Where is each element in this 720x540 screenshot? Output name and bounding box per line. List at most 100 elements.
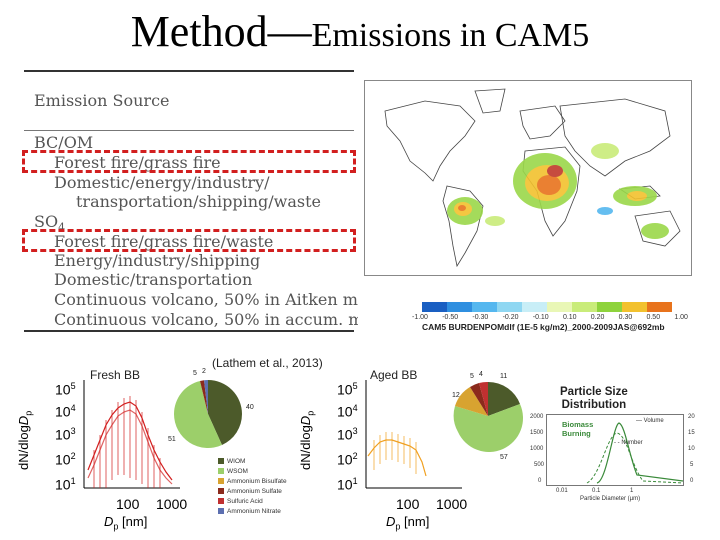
colorbar-tick: 0.30 (618, 314, 633, 321)
psd-left-tick: 1000 (530, 446, 544, 452)
aged-pie-label: 57 (500, 454, 508, 461)
colorbar-swatch (572, 302, 597, 312)
legend-item: Ammonium Sulfate (218, 486, 287, 496)
aged-pie-label: 12 (452, 392, 460, 399)
colorbar-swatch (472, 302, 497, 312)
aged-error-bars (373, 432, 417, 474)
psd-left-tick: 0 (538, 478, 542, 484)
legend-item: Ammonium Bisulfate (218, 476, 287, 486)
highlight-box-so4-fire-right (353, 229, 356, 252)
fresh-error-bars (93, 396, 161, 488)
colorbar-tick: -1.00 (412, 314, 428, 321)
colorbar-ticks: -1.00 -0.50 -0.30 -0.20 -0.10 0.10 0.20 … (412, 314, 688, 321)
aged-pie-label: 5 (470, 373, 474, 380)
table-top-rule (24, 70, 354, 72)
aged-ytick-5: 105 (337, 381, 358, 398)
pie-slice-bisulfate (455, 387, 488, 416)
legend-item: Sulfuric Acid (218, 496, 287, 506)
pie-slice-wiom (208, 380, 242, 445)
world-map-graphic (384, 88, 681, 268)
colorbar-tick: 0.50 (646, 314, 661, 321)
fresh-ytick-3: 103 (55, 426, 76, 443)
fresh-ytick-5: 105 (55, 381, 76, 398)
fresh-composition-pie (174, 379, 242, 449)
colorbar-tick: -0.30 (472, 314, 489, 321)
colorbar-tick: 0.20 (590, 314, 605, 321)
psd-legend-volume: — Volume (636, 418, 664, 424)
world-map (364, 80, 692, 276)
colorbar-swatch (647, 302, 672, 312)
table-header-rule (24, 130, 354, 131)
psd-left-tick: 2000 (530, 414, 544, 420)
aged-bb-plot (365, 380, 462, 489)
table-row-so4-energy: Energy/industry/shipping (54, 251, 261, 270)
fresh-ytick-2: 102 (55, 451, 76, 468)
highlight-box-so4-fire (22, 229, 356, 252)
fresh-bb-title: Fresh BB (90, 368, 141, 382)
psd-right-tick: 10 (688, 446, 695, 452)
fresh-pie-label: 40 (246, 404, 254, 411)
fresh-bb-plot (83, 380, 180, 489)
table-row-bcom: BC/OM (34, 133, 94, 152)
title-dash: — (267, 7, 312, 56)
psd-volume-curve (596, 422, 684, 484)
aged-xtick-1000: 1000 (436, 496, 468, 512)
psd-right-tick: 15 (688, 430, 695, 436)
aged-xlabel: Dp [nm] (386, 514, 430, 532)
fresh-xtick-1000: 1000 (156, 496, 188, 512)
pie-slice-sulfate (470, 383, 488, 416)
highlight-box-bc-fire-right (353, 150, 356, 173)
highlight-box-so4-fire-left (22, 229, 25, 252)
aged-ylabel: dN/dlogDp (298, 410, 316, 470)
psd-curves (586, 422, 684, 484)
psd-legend-number: - - Number (614, 440, 643, 446)
aged-pie-label: 4 (479, 371, 483, 378)
psd-right-tick: 0 (690, 478, 694, 484)
psd-plot (546, 414, 684, 486)
table-row-bcom-domestic: Domestic/energy/industry/ (54, 173, 270, 192)
table-row-so4-domestic: Domestic/transportation (54, 270, 253, 289)
colorbar-tick: -0.10 (532, 314, 549, 321)
psd-right-tick: 5 (690, 462, 694, 468)
colorbar-swatch (497, 302, 522, 312)
aged-xtick-100: 100 (396, 496, 420, 512)
table-row-bcom-fire: Forest fire/grass fire (54, 153, 221, 172)
psd-x-tick: 0.1 (592, 488, 601, 494)
fresh-pie-label: 51 (168, 436, 176, 443)
psd-x-tick: 1 (630, 488, 634, 494)
psd-x-tick: 0.01 (556, 488, 568, 494)
colorbar-swatch (622, 302, 647, 312)
psd-number-curve (586, 432, 684, 484)
pie-slice-sulfate (200, 380, 208, 414)
title-main: Method (130, 7, 268, 56)
title-rest: Emissions in CAM5 (311, 17, 590, 54)
colorbar-swatch (522, 302, 547, 312)
aged-ytick-1: 101 (337, 476, 358, 493)
aged-ytick-2: 102 (337, 451, 358, 468)
aged-size-distribution (367, 439, 427, 477)
table-header: Emission Source (34, 91, 170, 110)
table-row-volcano-aitken: Continuous volcano, 50% in Aitken mode (54, 290, 388, 309)
pie-slice-wsom (174, 381, 222, 449)
psd-title: Particle Size Distribution (560, 386, 628, 411)
fresh-ytick-1: 101 (55, 476, 76, 493)
aged-composition-pie (453, 381, 524, 452)
legend-item: Ammonium Nitrate (218, 506, 287, 516)
map-caption: CAM5 BURDENPOMdlf (1E-5 kg/m2)_2000-2009… (422, 322, 665, 332)
table-row-volcano-accum: Continuous volcano, 50% in accum. mode (54, 310, 393, 329)
aged-ytick-4: 104 (337, 403, 358, 420)
pie-slice-acid (479, 381, 488, 416)
psd-left-tick: 500 (534, 462, 545, 468)
psd-right-tick: 20 (688, 414, 695, 420)
highlight-box-bc-fire (22, 150, 356, 173)
map-colorbar (422, 302, 672, 312)
aged-pie-label: 11 (500, 373, 508, 380)
legend-item: WSOM (218, 466, 287, 476)
fresh-xlabel: Dp [nm] (104, 514, 148, 532)
fresh-pie-label: 5 (193, 370, 197, 377)
psd-biomass-label: Biomass Burning (562, 420, 594, 438)
colorbar-swatch (422, 302, 447, 312)
colorbar-swatch (597, 302, 622, 312)
so4-subscript: 4 (58, 221, 66, 235)
fresh-ylabel: dN/dlogDp (16, 410, 34, 470)
